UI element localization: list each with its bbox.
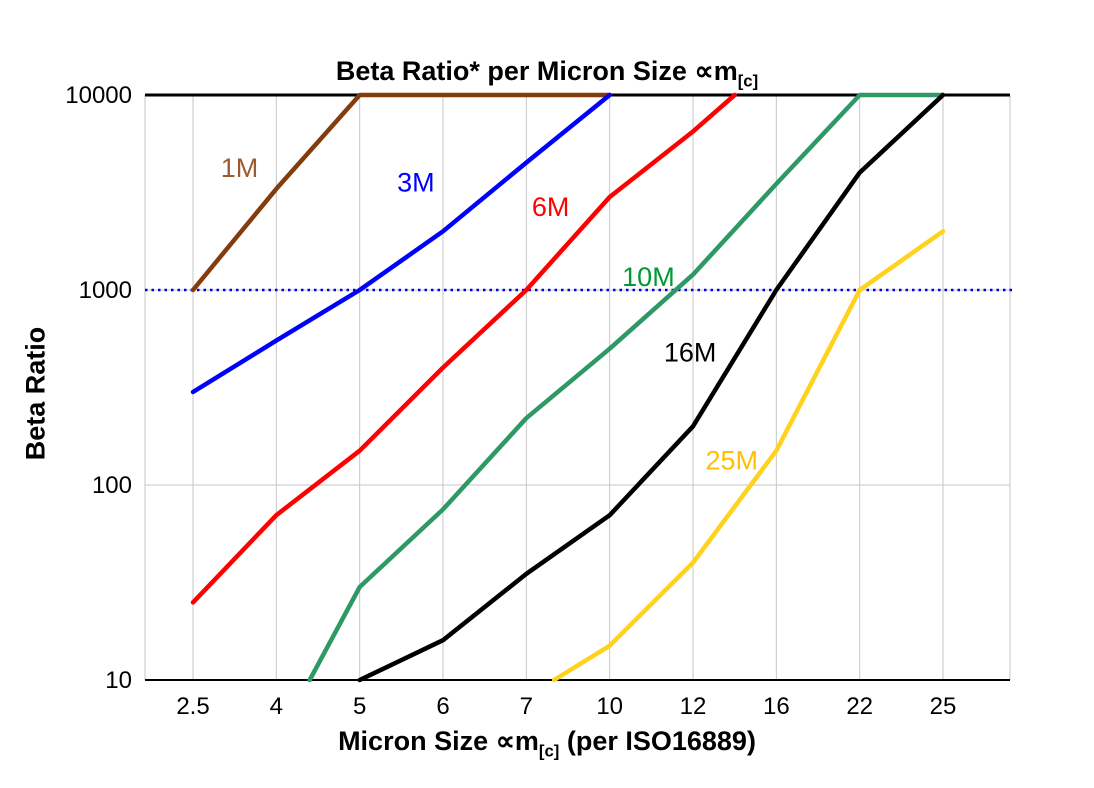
series-line-1M [190, 92, 612, 293]
x-axis-title: Micron Size ∝m[c] (per ISO16889) [0, 726, 1094, 761]
y-tick-label: 1000 [79, 277, 132, 304]
series-label-3M: 3M [397, 167, 435, 197]
x-tick-label: 2.5 [176, 693, 209, 720]
series-label-1M: 1M [221, 153, 259, 183]
series-line-3M [190, 92, 612, 395]
series-line-6M [190, 92, 737, 605]
x-tick-label: 5 [353, 693, 366, 720]
series-line-25M [551, 229, 946, 683]
x-tick-label: 16 [763, 693, 790, 720]
x-tick-label: 7 [520, 693, 533, 720]
chart-title-subscript: [c] [737, 71, 759, 91]
series-label-10M: 10M [622, 262, 675, 292]
y-tick-label: 10000 [65, 82, 132, 109]
x-tick-label: 4 [270, 693, 283, 720]
x-tick-label: 10 [596, 693, 623, 720]
series-label-16M: 16M [664, 337, 717, 367]
x-tick-label: 25 [930, 693, 957, 720]
series-line-10M [307, 92, 946, 683]
x-tick-label: 12 [680, 693, 707, 720]
x-axis-title-suffix: (per ISO16889) [559, 726, 756, 756]
series-label-25M: 25M [706, 446, 759, 476]
x-tick-label: 6 [436, 693, 449, 720]
x-axis-title-subscript: [c] [538, 741, 560, 761]
chart-title: Beta Ratio* per Micron Size ∝m[c] [0, 56, 1094, 91]
x-axis-title-text: Micron Size ∝m [338, 726, 539, 756]
y-tick-label: 100 [92, 472, 132, 499]
y-tick-label: 10 [105, 667, 132, 694]
series-label-6M: 6M [532, 192, 570, 222]
x-tick-label: 22 [846, 693, 873, 720]
series-line-16M [357, 92, 946, 683]
chart-title-text: Beta Ratio* per Micron Size ∝m [335, 56, 738, 86]
